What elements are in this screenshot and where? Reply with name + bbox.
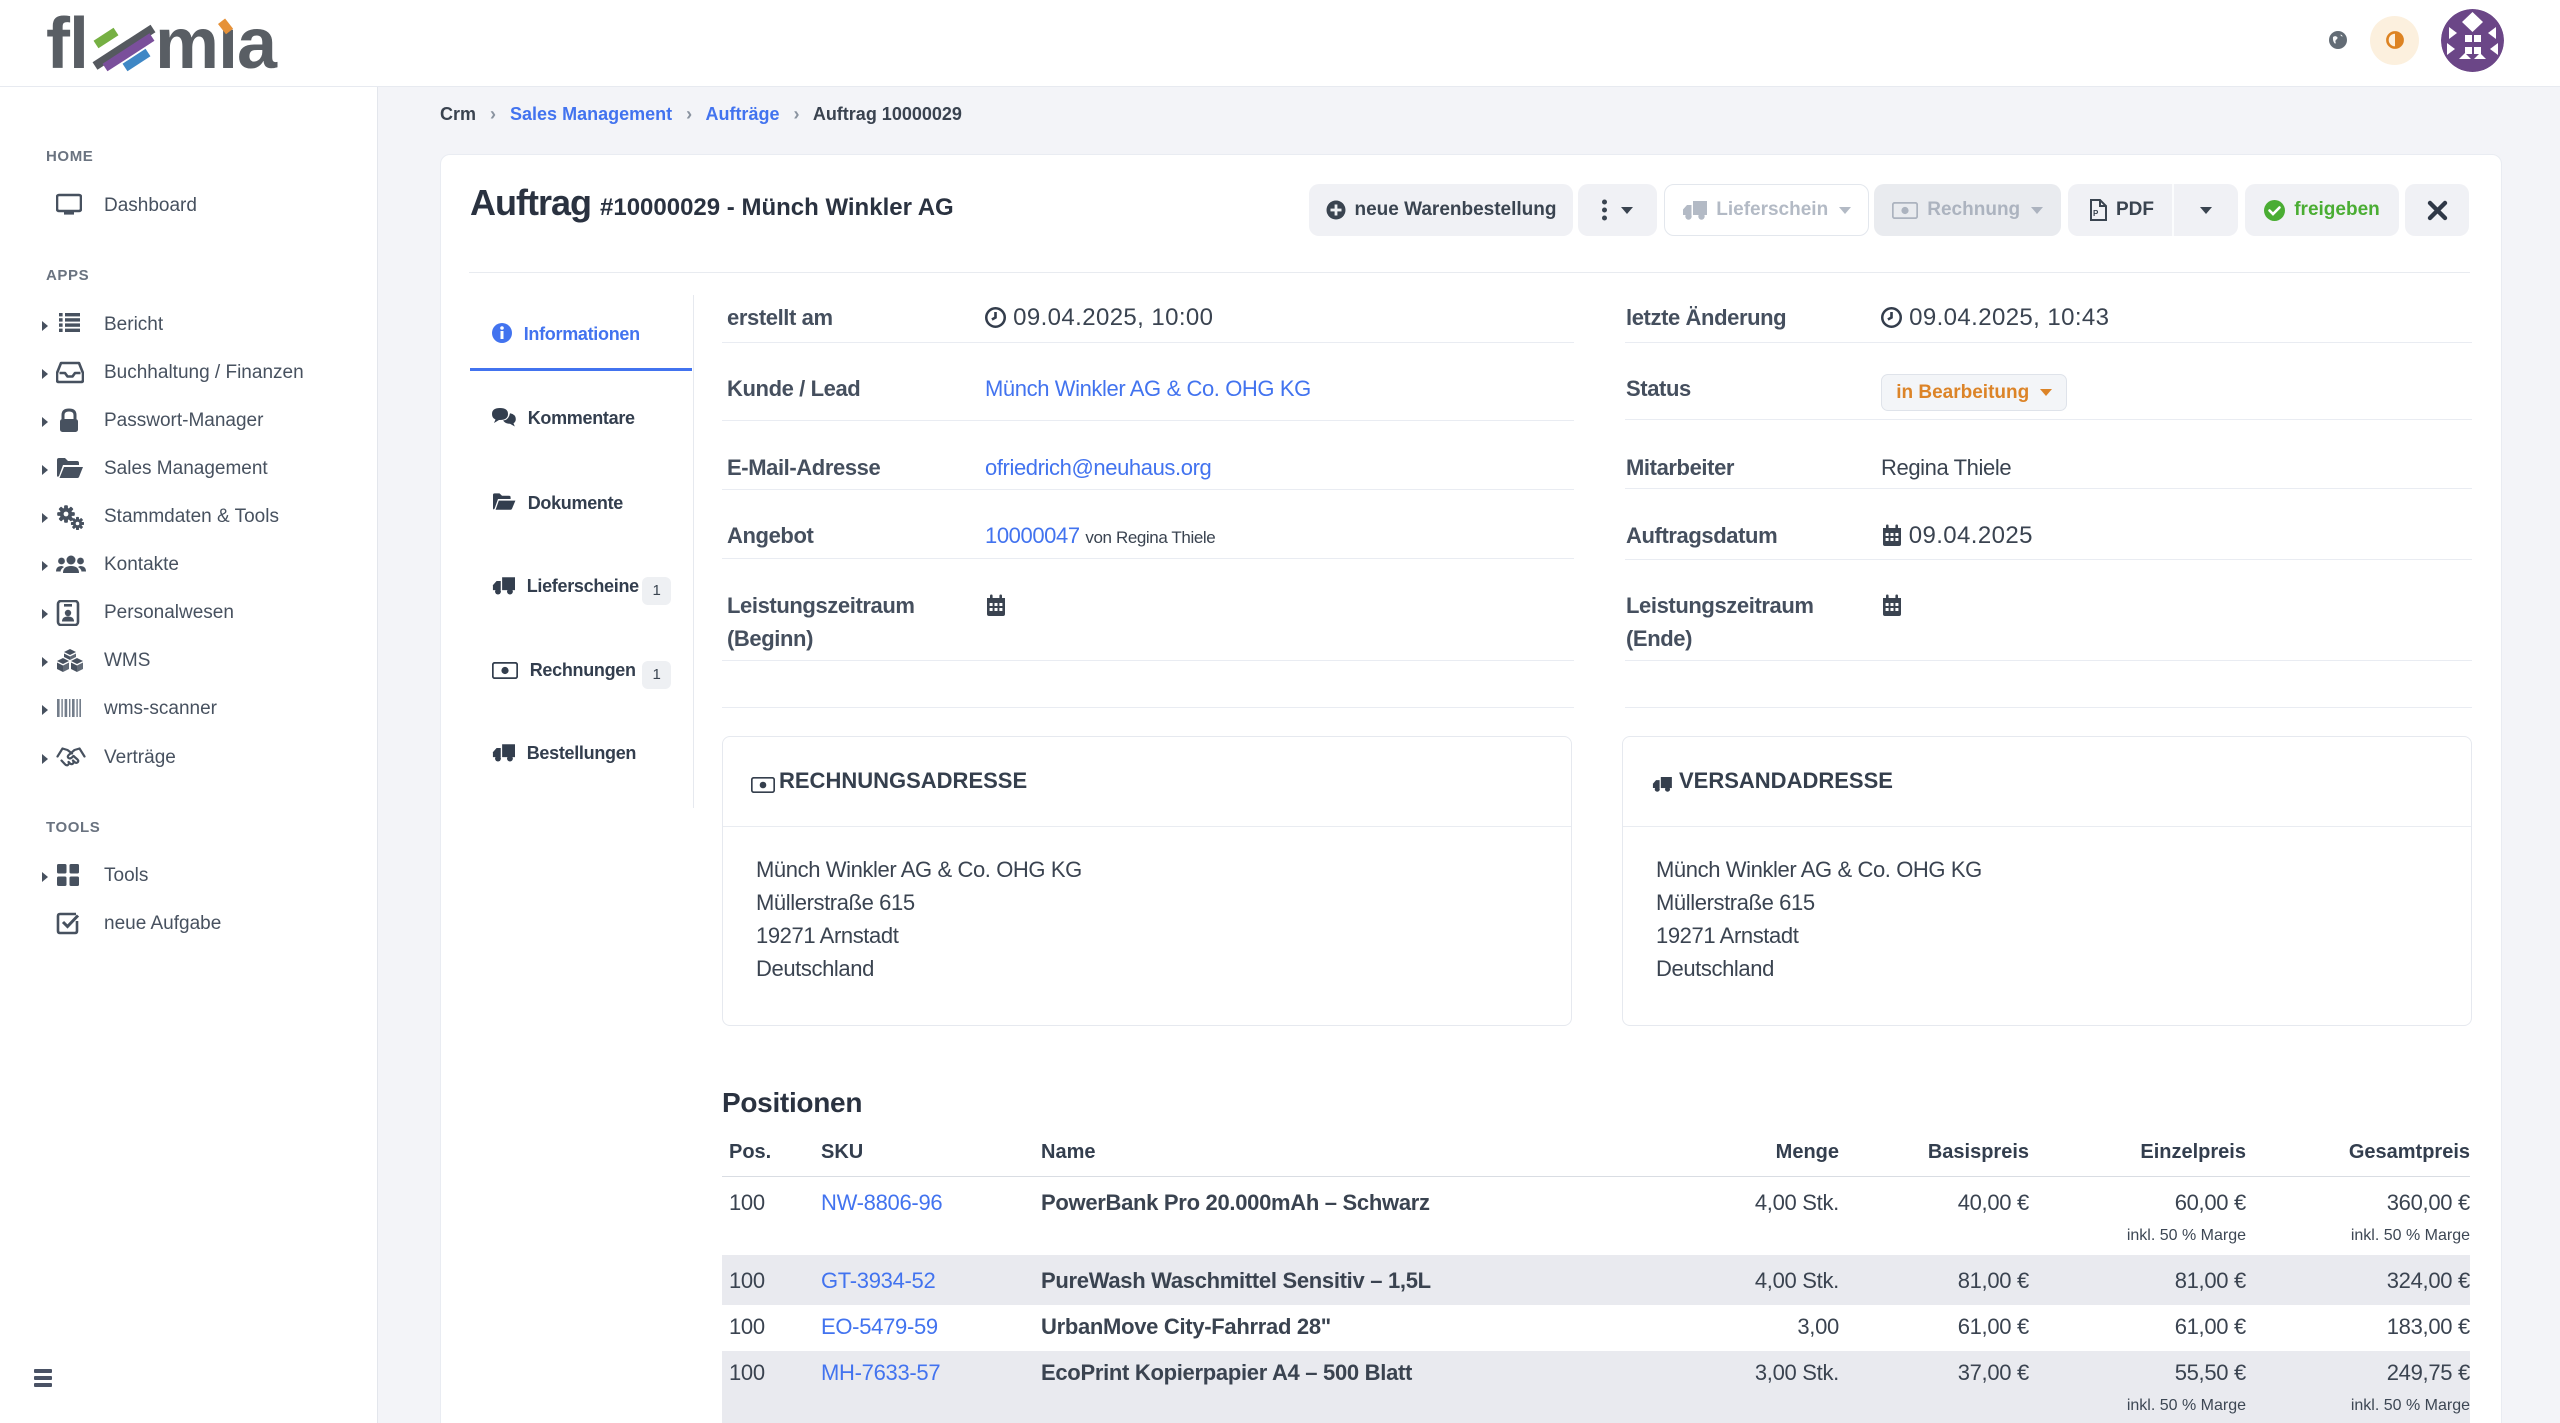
svg-text:mıa: mıa xyxy=(155,4,278,84)
svg-text:P: P xyxy=(2093,209,2099,218)
svg-text:fl: fl xyxy=(46,4,88,84)
